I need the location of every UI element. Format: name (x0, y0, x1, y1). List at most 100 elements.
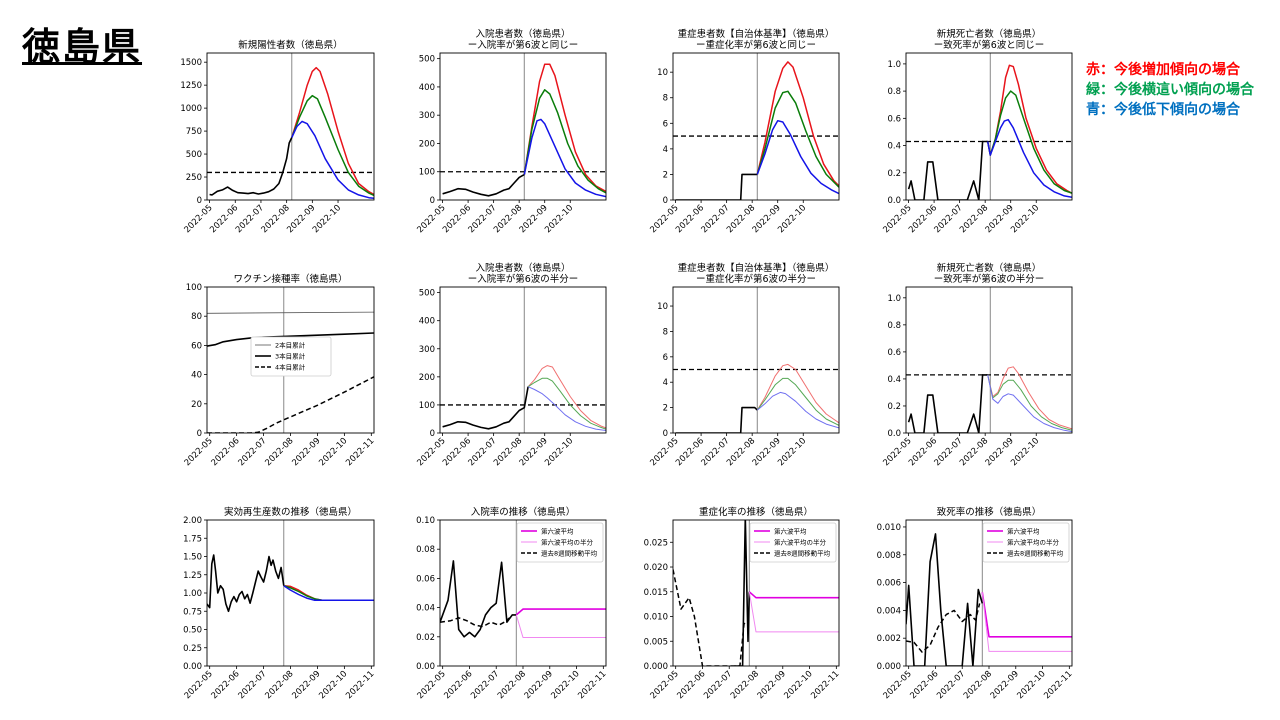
x-tick-label: 2022-05 (882, 669, 914, 701)
y-tick-label: 0.4 (887, 375, 901, 385)
y-tick-label: 0.00 (183, 662, 202, 672)
series-line-black (440, 560, 517, 638)
y-tick-label: 0.010 (877, 523, 901, 533)
chart-10: 入院率の推移（徳島県） 0.00 0.02 0.04 0.06 0.08 0.10 2022-… (416, 506, 609, 701)
y-tick-label: 0.2 (887, 402, 901, 412)
y-tick-label: 0.00 (416, 662, 435, 672)
y-tick-label: 200 (419, 373, 435, 383)
chart-title: ワクチン接種率（徳島県） (233, 273, 347, 285)
chart-title: 新規死亡者数（徳島県） (937, 262, 1042, 274)
y-tick-label: 0.10 (416, 516, 435, 526)
x-tick-label: 2022-06 (908, 669, 940, 701)
y-tick-label: 0 (663, 196, 668, 206)
y-tick-label: 0.025 (644, 538, 668, 548)
x-tick-label: 2022-05 (416, 669, 448, 701)
y-tick-label: 1250 (180, 81, 202, 91)
y-tick-label: 250 (186, 173, 202, 183)
series-line-black (675, 406, 758, 433)
series-line-black (675, 173, 758, 200)
series-line-black (907, 374, 988, 433)
y-tick-label: 750 (186, 127, 202, 137)
y-tick-label: 0.06 (416, 574, 435, 584)
x-tick-label: 2022-06 (210, 669, 242, 701)
chart-title: ー重症化率が第6波と同じー (696, 39, 816, 51)
series-line-magenta (515, 608, 606, 616)
x-tick-label: 2022-10 (317, 669, 349, 701)
x-tick-label: 2022-09 (523, 669, 555, 701)
y-tick-label: 0.75 (183, 607, 202, 617)
chart-title: 入院患者数（徳島県） (475, 28, 570, 40)
x-tick-label: 2022-07 (237, 436, 269, 468)
x-tick-label: 2022-10 (1009, 203, 1041, 235)
y-tick-label: 0.002 (877, 634, 901, 644)
y-tick-label: 100 (186, 283, 202, 293)
y-tick-label: 60 (191, 341, 202, 351)
chart-title: 新規死亡者数（徳島県） (937, 28, 1042, 40)
legend-label: 第六波平均の半分 (774, 538, 827, 547)
y-tick-label: 1.0 (887, 60, 901, 70)
series-line-black (209, 137, 293, 196)
legend-label: 過去8週間移動平均 (541, 549, 598, 558)
series-line-magenta-thin (515, 614, 606, 638)
chart-4: 新規死亡者数（徳島県）ー致死率が第6波と同じー 0.0 0.2 0.4 0.6 0.8 1.… (881, 28, 1073, 235)
plot-frame (905, 519, 1073, 667)
legend-label: 過去8週間移動平均 (774, 549, 831, 558)
y-tick-label: 0.006 (877, 579, 901, 589)
y-tick-label: 2 (663, 404, 668, 414)
chart-title: 入院率の推移（徳島県） (471, 506, 576, 518)
y-tick-label: 0.000 (877, 662, 901, 672)
y-tick-label: 0.010 (644, 613, 668, 623)
y-tick-label: 1.25 (183, 571, 202, 581)
legend-label: 過去8週間移動平均 (1007, 549, 1064, 558)
y-tick-label: 0.0 (887, 429, 901, 439)
series-line-blue-thin (527, 386, 606, 431)
x-tick-label: 2022-09 (756, 669, 788, 701)
series-line-green (756, 90, 839, 188)
chart-7: 重症患者数【自治体基準】（徳島県）ー重症化率が第6波の半分ー 0 2 4 6 8 10 202… (648, 262, 840, 468)
series-line-red-thin (987, 366, 1072, 430)
legend-label: 4本目累計 (275, 363, 306, 372)
x-tick-label: 2022-07 (237, 669, 269, 701)
series-line-magenta (748, 591, 839, 599)
series-line-black (906, 533, 984, 666)
y-tick-label: 0 (197, 196, 202, 206)
legend-label: 第六波平均 (1007, 527, 1040, 536)
x-tick-label: 2022-09 (989, 669, 1021, 701)
y-tick-label: 8 (663, 327, 668, 337)
plot-frame (206, 286, 375, 434)
y-tick-label: 20 (191, 400, 202, 410)
x-tick-label: 2022-11 (1042, 669, 1074, 701)
x-tick-label: 2022-06 (675, 669, 707, 701)
chart-8: 新規死亡者数（徳島県）ー致死率が第6波の半分ー 0.0 0.2 0.4 0.6 0.8 1.… (881, 262, 1073, 468)
x-tick-label: 2022-05 (183, 669, 215, 701)
chart-title: 重症化率の推移（徳島県） (699, 506, 813, 518)
y-tick-label: 0.020 (644, 563, 668, 573)
series-line-green (986, 90, 1072, 194)
series-line-green-thin (987, 374, 1072, 431)
plot-frame (206, 519, 375, 667)
chart-title: ー致死率が第6波と同じー (934, 39, 1045, 51)
series-line-black (207, 554, 285, 613)
series-line-red (756, 61, 839, 187)
x-tick-label: 2022-11 (344, 436, 376, 468)
y-tick-label: 1.0 (887, 294, 901, 304)
y-tick-label: 8 (663, 94, 668, 104)
series-line-red (523, 63, 606, 193)
x-tick-label: 2022-09 (290, 669, 322, 701)
series-line-green-thin (756, 377, 839, 426)
y-tick-label: 100 (419, 168, 435, 178)
legend-note-green: 緑：今後横這い傾向の場合 (1086, 82, 1254, 98)
legend-label: 第六波平均 (774, 527, 807, 536)
series-line-black (907, 140, 988, 200)
chart-title: ー重症化率が第6波の半分ー (696, 273, 816, 285)
x-tick-label: 2022-06 (442, 669, 474, 701)
y-tick-label: 200 (419, 139, 435, 149)
series-line-blue (283, 585, 374, 602)
series-line-black (442, 173, 525, 197)
x-tick-label: 2022-10 (543, 203, 575, 235)
x-tick-label: 2022-10 (311, 203, 343, 235)
